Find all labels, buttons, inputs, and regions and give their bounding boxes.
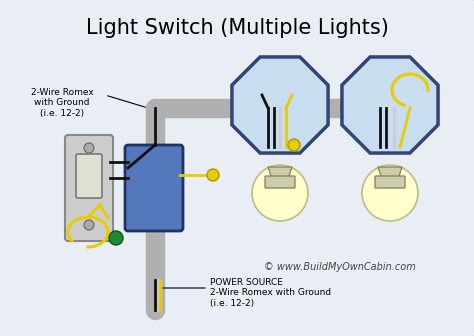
Polygon shape <box>268 167 292 179</box>
FancyBboxPatch shape <box>375 176 405 188</box>
Circle shape <box>207 169 219 181</box>
Text: © www.BuildMyOwnCabin.com: © www.BuildMyOwnCabin.com <box>264 262 416 272</box>
FancyBboxPatch shape <box>76 154 102 198</box>
Circle shape <box>84 220 94 230</box>
Circle shape <box>109 231 123 245</box>
Polygon shape <box>342 57 438 153</box>
Text: POWER SOURCE
2-Wire Romex with Ground
(i.e. 12-2): POWER SOURCE 2-Wire Romex with Ground (i… <box>210 278 331 308</box>
Polygon shape <box>378 167 402 179</box>
Circle shape <box>362 165 418 221</box>
Circle shape <box>252 165 308 221</box>
FancyBboxPatch shape <box>125 145 183 231</box>
Text: 2-Wire Romex
with Ground
(i.e. 12-2): 2-Wire Romex with Ground (i.e. 12-2) <box>31 88 93 118</box>
Circle shape <box>288 139 300 151</box>
FancyBboxPatch shape <box>265 176 295 188</box>
Polygon shape <box>232 57 328 153</box>
Circle shape <box>84 143 94 153</box>
FancyBboxPatch shape <box>65 135 113 241</box>
Text: Light Switch (Multiple Lights): Light Switch (Multiple Lights) <box>86 18 388 38</box>
